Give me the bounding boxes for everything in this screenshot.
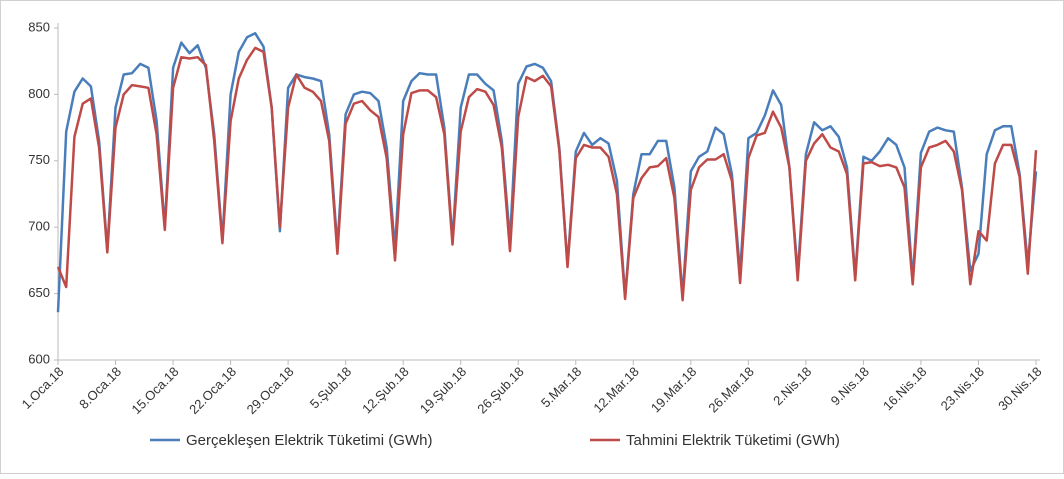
legend-label: Tahmini Elektrik Tüketimi (GWh) [626,432,840,449]
y-tick-label: 800 [28,86,50,101]
legend-label: Gerçekleşen Elektrik Tüketimi (GWh) [186,432,432,449]
y-tick-label: 750 [28,152,50,167]
series-line [56,46,1038,302]
y-tick-label: 700 [28,219,50,234]
y-tick-label: 600 [28,351,50,366]
y-tick-label: 650 [28,285,50,300]
y-tick-label: 850 [28,19,50,34]
